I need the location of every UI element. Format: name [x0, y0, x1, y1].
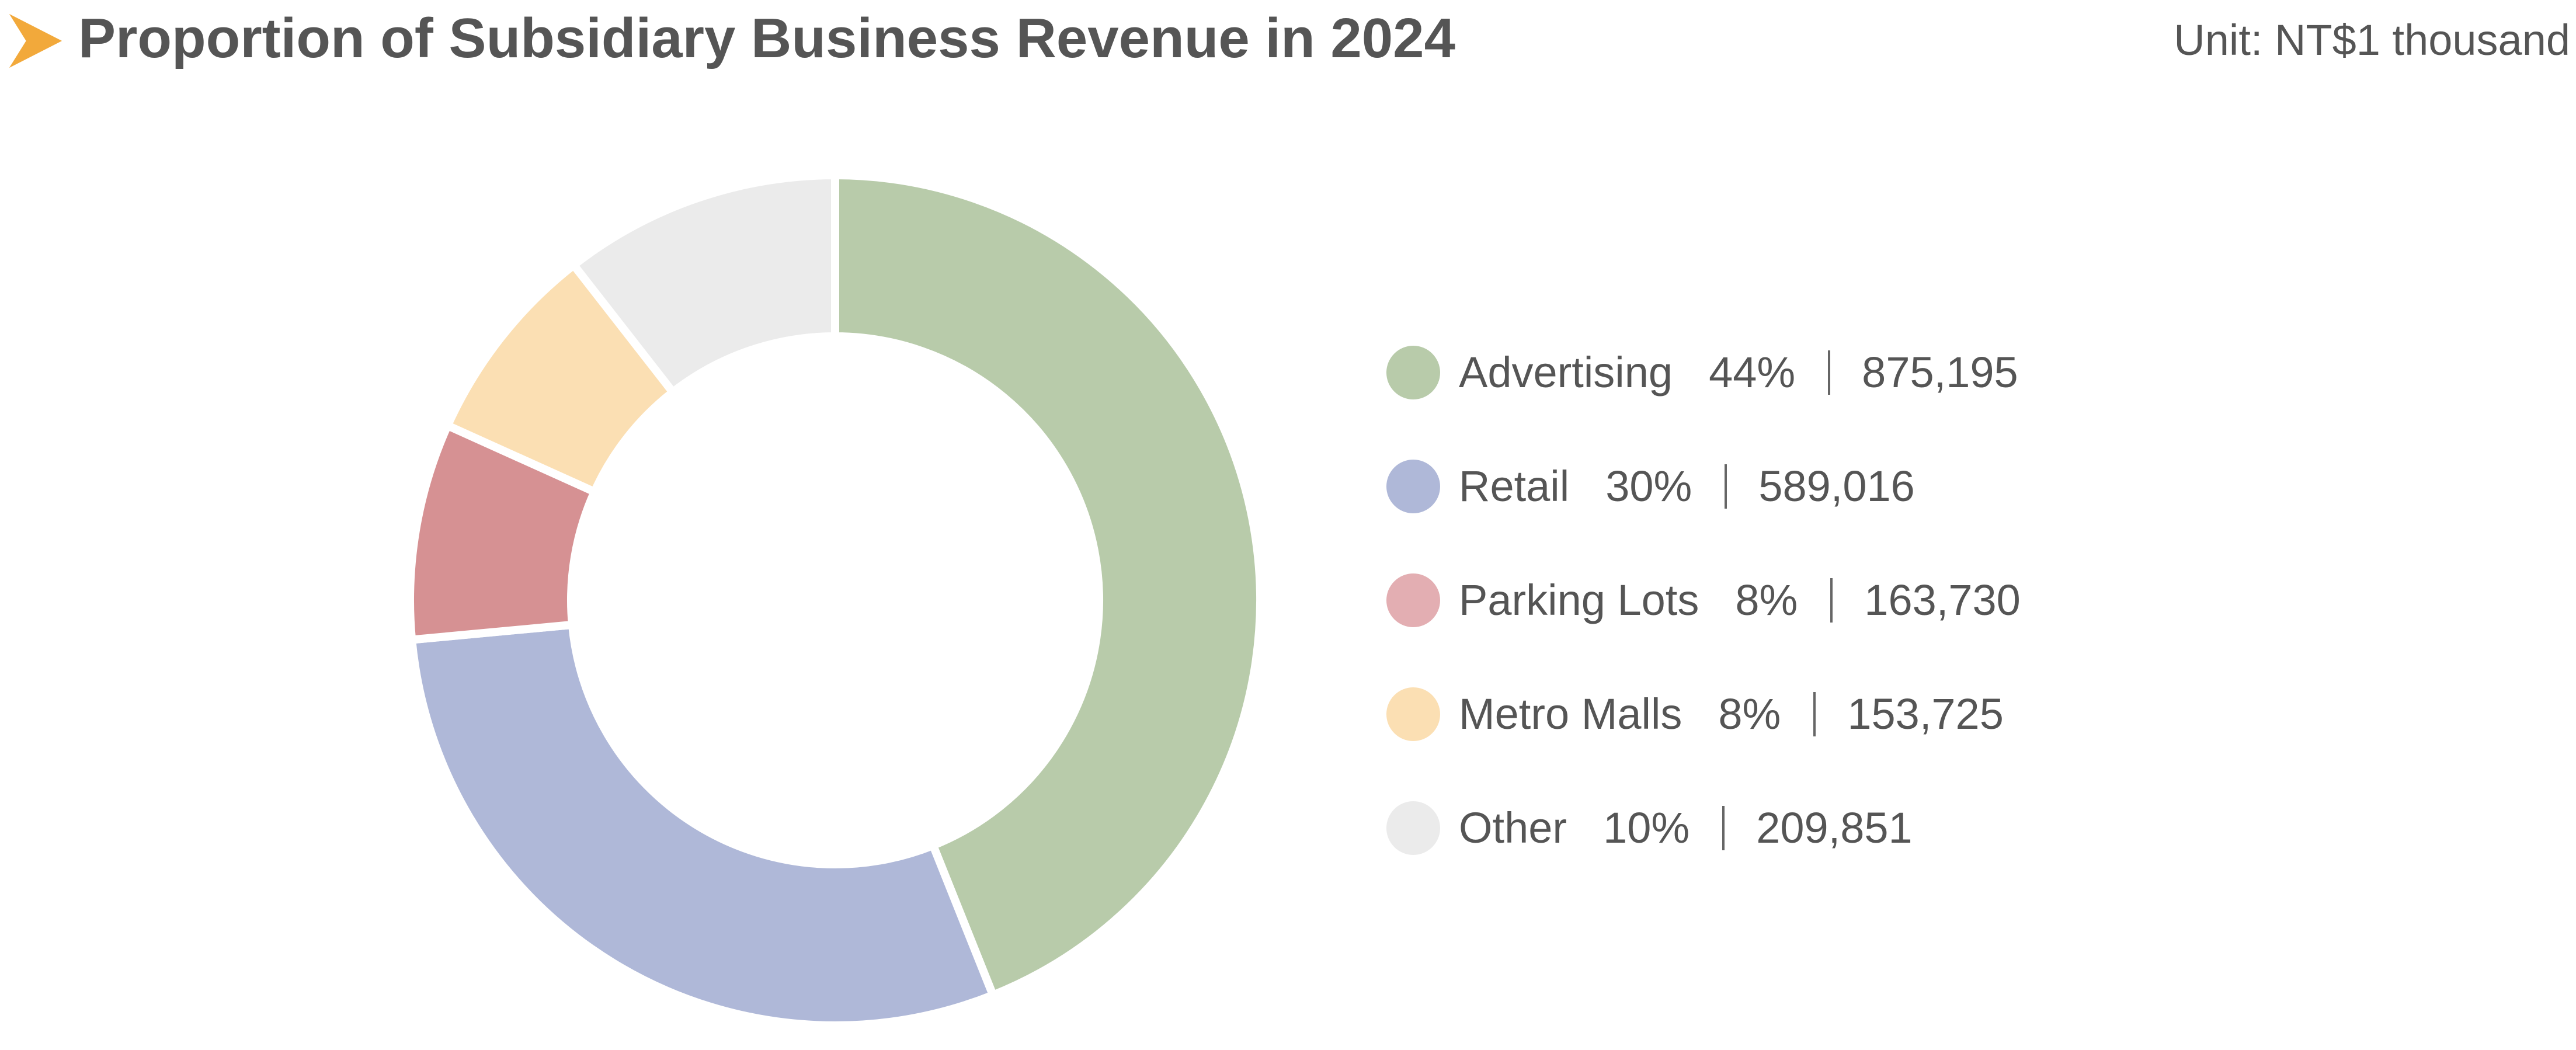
legend-divider [1813, 691, 1816, 736]
legend-divider [1725, 464, 1727, 509]
legend-value-label: 153,725 [1847, 690, 2004, 738]
legend-value-label: 875,195 [1862, 348, 2018, 397]
legend-swatch [1386, 345, 1440, 399]
legend-percent-label: 30% [1605, 462, 1692, 510]
donut-slice-retail [407, 620, 999, 1030]
title-marker-icon [9, 13, 62, 68]
legend-value-label: 163,730 [1864, 576, 2021, 624]
legend-divider [1830, 578, 1833, 623]
legend-category-label: Other [1459, 804, 1567, 852]
legend-swatch [1386, 801, 1440, 855]
legend-item-other: Other 10% 209,851 [1386, 771, 2021, 885]
legend-category-label: Retail [1459, 462, 1570, 510]
chart-legend: Advertising 44% 875,195 Retail 30% 589,016 Par… [1386, 315, 2021, 885]
legend-item-metro-malls: Metro Malls 8% 153,725 [1386, 657, 2021, 771]
unit-label: Unit: NT$1 thousand [2174, 16, 2570, 64]
legend-percent-label: 44% [1709, 348, 1796, 397]
chart-title: Proportion of Subsidiary Business Revenu… [78, 7, 1455, 69]
legend-percent-label: 10% [1603, 804, 1690, 852]
legend-divider [1722, 805, 1725, 850]
legend-category-label: Parking Lots [1459, 576, 1699, 624]
legend-item-parking-lots: Parking Lots 8% 163,730 [1386, 543, 2021, 657]
donut-slice-advertising [831, 171, 1264, 1001]
legend-category-label: Advertising [1459, 348, 1673, 397]
legend-swatch [1386, 459, 1440, 513]
legend-divider [1828, 350, 1831, 395]
legend-item-retail: Retail 30% 589,016 [1386, 429, 2021, 543]
legend-swatch [1386, 573, 1440, 627]
legend-percent-label: 8% [1718, 690, 1781, 738]
legend-swatch [1386, 687, 1440, 741]
legend-item-advertising: Advertising 44% 875,195 [1386, 315, 2021, 429]
legend-category-label: Metro Malls [1459, 690, 1682, 738]
donut-chart [406, 171, 1264, 1030]
legend-value-label: 589,016 [1758, 462, 1915, 510]
legend-value-label: 209,851 [1756, 804, 1913, 852]
donut-slice-other [568, 171, 839, 398]
legend-percent-label: 8% [1735, 576, 1798, 624]
